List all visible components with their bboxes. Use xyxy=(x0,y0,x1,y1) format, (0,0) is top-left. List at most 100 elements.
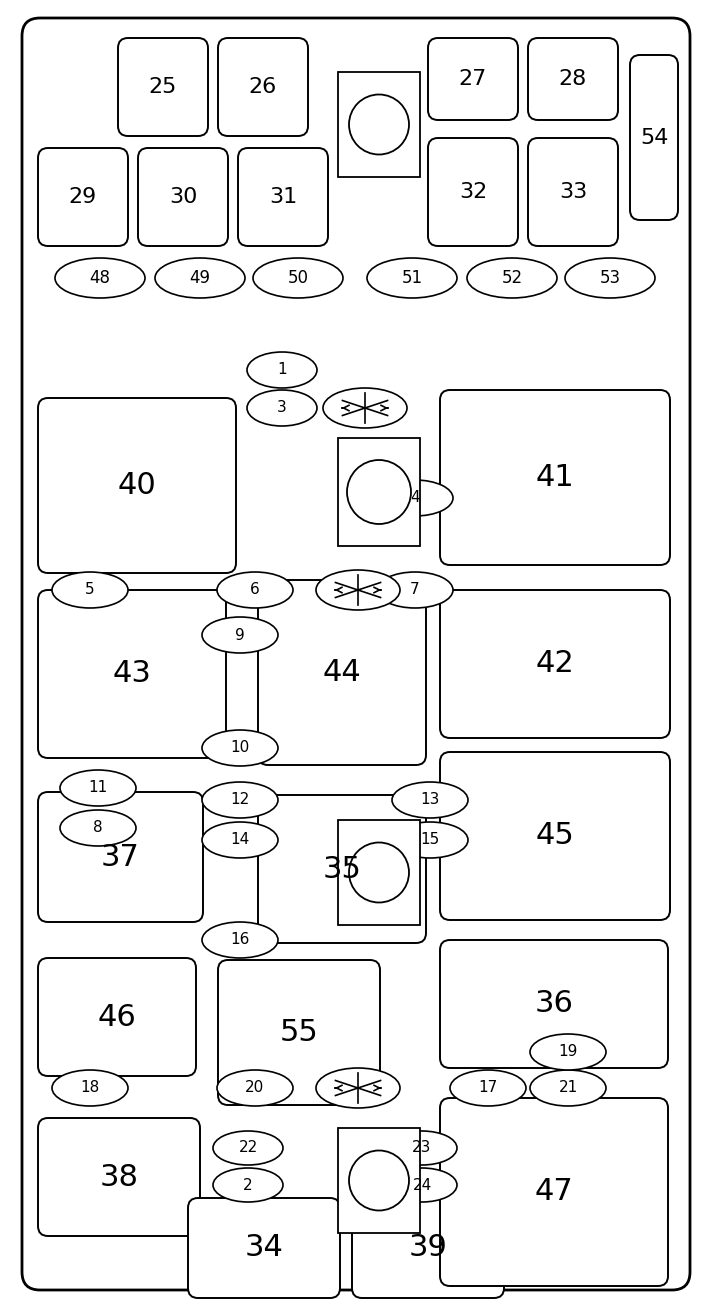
Ellipse shape xyxy=(202,821,278,858)
FancyBboxPatch shape xyxy=(238,148,328,246)
Text: 51: 51 xyxy=(401,269,423,286)
Bar xyxy=(338,438,420,545)
FancyBboxPatch shape xyxy=(38,148,128,246)
Ellipse shape xyxy=(60,770,136,806)
Circle shape xyxy=(349,842,409,903)
Text: 24: 24 xyxy=(413,1177,432,1193)
FancyBboxPatch shape xyxy=(428,139,518,246)
Ellipse shape xyxy=(60,810,136,846)
Text: 23: 23 xyxy=(412,1141,432,1155)
Ellipse shape xyxy=(247,390,317,426)
Text: 31: 31 xyxy=(269,187,297,207)
FancyBboxPatch shape xyxy=(188,1198,340,1298)
FancyBboxPatch shape xyxy=(528,38,618,120)
FancyBboxPatch shape xyxy=(118,38,208,136)
Text: 26: 26 xyxy=(249,77,277,97)
Ellipse shape xyxy=(392,782,468,818)
FancyBboxPatch shape xyxy=(352,1198,504,1298)
Text: 32: 32 xyxy=(459,182,487,201)
Ellipse shape xyxy=(392,821,468,858)
Ellipse shape xyxy=(253,258,343,298)
Ellipse shape xyxy=(55,258,145,298)
Ellipse shape xyxy=(377,572,453,608)
Ellipse shape xyxy=(377,480,453,515)
Text: 29: 29 xyxy=(69,187,97,207)
FancyBboxPatch shape xyxy=(428,38,518,120)
Bar xyxy=(338,1127,420,1233)
Text: 10: 10 xyxy=(231,740,250,756)
Text: 21: 21 xyxy=(558,1080,578,1096)
FancyBboxPatch shape xyxy=(440,1097,668,1286)
Ellipse shape xyxy=(530,1035,606,1070)
FancyBboxPatch shape xyxy=(38,398,236,573)
Text: 48: 48 xyxy=(89,269,111,286)
Ellipse shape xyxy=(367,258,457,298)
Text: 50: 50 xyxy=(288,269,308,286)
Ellipse shape xyxy=(247,352,317,388)
Text: 45: 45 xyxy=(536,821,574,850)
FancyBboxPatch shape xyxy=(38,957,196,1076)
Text: 49: 49 xyxy=(189,269,211,286)
Text: 8: 8 xyxy=(94,820,103,836)
Text: 46: 46 xyxy=(98,1002,136,1032)
Text: 54: 54 xyxy=(640,127,668,148)
Circle shape xyxy=(349,1151,409,1210)
Ellipse shape xyxy=(530,1070,606,1107)
Ellipse shape xyxy=(217,1070,293,1107)
Text: 33: 33 xyxy=(559,182,587,201)
Bar xyxy=(338,820,420,925)
Text: 53: 53 xyxy=(600,269,620,286)
Ellipse shape xyxy=(316,570,400,610)
Text: 52: 52 xyxy=(501,269,523,286)
Ellipse shape xyxy=(323,388,407,428)
Text: 17: 17 xyxy=(478,1080,498,1096)
Ellipse shape xyxy=(202,730,278,766)
Ellipse shape xyxy=(467,258,557,298)
Ellipse shape xyxy=(565,258,655,298)
Text: 38: 38 xyxy=(99,1163,139,1192)
Ellipse shape xyxy=(387,1168,457,1202)
Text: 34: 34 xyxy=(245,1233,283,1262)
FancyBboxPatch shape xyxy=(440,390,670,565)
Text: 30: 30 xyxy=(169,187,197,207)
Text: 6: 6 xyxy=(250,582,260,598)
FancyBboxPatch shape xyxy=(38,793,203,922)
Bar xyxy=(338,72,420,177)
Text: 1: 1 xyxy=(277,362,287,378)
Text: 36: 36 xyxy=(535,989,573,1019)
Text: 13: 13 xyxy=(421,793,440,807)
Text: 12: 12 xyxy=(231,793,250,807)
FancyBboxPatch shape xyxy=(218,960,380,1105)
Circle shape xyxy=(349,94,409,154)
Text: 28: 28 xyxy=(559,69,587,89)
Ellipse shape xyxy=(316,1069,400,1108)
Text: 2: 2 xyxy=(243,1177,253,1193)
Ellipse shape xyxy=(155,258,245,298)
Text: 41: 41 xyxy=(536,463,574,492)
Ellipse shape xyxy=(52,572,128,608)
FancyBboxPatch shape xyxy=(38,590,226,759)
Ellipse shape xyxy=(450,1070,526,1107)
Text: 16: 16 xyxy=(231,933,250,947)
FancyBboxPatch shape xyxy=(440,752,670,920)
Text: 44: 44 xyxy=(323,658,361,687)
FancyBboxPatch shape xyxy=(138,148,228,246)
Ellipse shape xyxy=(202,617,278,653)
Text: 37: 37 xyxy=(101,842,140,871)
Text: 40: 40 xyxy=(118,471,156,500)
Ellipse shape xyxy=(213,1131,283,1165)
Text: 18: 18 xyxy=(81,1080,100,1096)
FancyBboxPatch shape xyxy=(258,579,426,765)
Text: 11: 11 xyxy=(89,781,108,795)
Ellipse shape xyxy=(217,572,293,608)
FancyBboxPatch shape xyxy=(440,940,668,1069)
Ellipse shape xyxy=(213,1168,283,1202)
Text: 35: 35 xyxy=(323,854,361,883)
Text: 39: 39 xyxy=(408,1233,448,1262)
FancyBboxPatch shape xyxy=(528,139,618,246)
Text: 22: 22 xyxy=(238,1141,258,1155)
FancyBboxPatch shape xyxy=(440,590,670,738)
Circle shape xyxy=(347,460,411,525)
Text: 43: 43 xyxy=(113,659,151,688)
Text: 7: 7 xyxy=(410,582,420,598)
